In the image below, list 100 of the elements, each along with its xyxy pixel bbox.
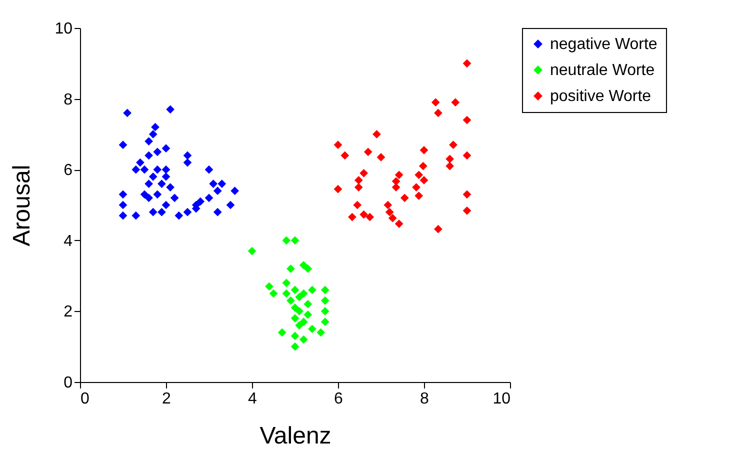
legend-label: negative Worte (550, 36, 658, 53)
point (304, 300, 312, 308)
point (412, 183, 420, 192)
point (158, 208, 166, 216)
point (354, 183, 363, 192)
point (118, 211, 128, 220)
point (420, 176, 428, 184)
point (230, 186, 239, 196)
point (218, 180, 226, 188)
point (286, 296, 295, 305)
point (340, 151, 350, 160)
point (348, 212, 356, 222)
point (353, 200, 362, 210)
point (434, 224, 442, 234)
point (384, 200, 392, 210)
y-axis-title: Arousal (8, 164, 36, 246)
point (366, 212, 374, 222)
point (290, 314, 300, 322)
point (372, 130, 381, 138)
point (265, 282, 274, 291)
point (354, 176, 363, 184)
point (320, 318, 330, 326)
point (204, 194, 214, 202)
point (166, 183, 174, 192)
point (446, 154, 454, 164)
point (295, 321, 304, 330)
point (304, 310, 312, 319)
point (308, 324, 316, 334)
point (153, 165, 162, 174)
point (132, 211, 140, 220)
y-tick-label: 6 (64, 162, 73, 180)
point (392, 183, 400, 192)
point (299, 335, 308, 344)
point (166, 105, 174, 114)
point (118, 190, 128, 199)
point (151, 122, 160, 132)
legend-label: neutrale Worte (550, 62, 655, 79)
point (123, 108, 132, 118)
x-tick-label: 0 (80, 390, 90, 408)
point (162, 165, 170, 174)
point (148, 130, 158, 138)
point (334, 184, 342, 194)
point (418, 162, 428, 170)
point (290, 342, 300, 351)
point (118, 200, 128, 210)
point (364, 148, 372, 156)
point (204, 165, 214, 174)
point (158, 180, 166, 188)
point (174, 211, 184, 220)
point (144, 180, 153, 188)
y-tick-label: 0 (64, 374, 73, 392)
x-axis-title: Valenz (260, 422, 332, 450)
point (400, 194, 409, 202)
point (290, 303, 300, 312)
point (140, 165, 149, 174)
point (282, 236, 291, 245)
point (385, 208, 394, 216)
x-tick-label: 10 (492, 390, 511, 408)
point (136, 158, 144, 167)
point (414, 170, 424, 180)
point (162, 172, 170, 181)
point (392, 177, 400, 186)
point (148, 172, 158, 181)
point (299, 289, 308, 298)
point (434, 108, 442, 118)
point (334, 140, 342, 150)
point (213, 186, 222, 196)
point (320, 296, 330, 305)
point (282, 289, 291, 298)
point (320, 286, 330, 294)
point (213, 208, 222, 216)
point (420, 146, 428, 154)
y-tick-label: 10 (54, 20, 73, 38)
point (299, 318, 308, 326)
x-tick-label: 4 (248, 390, 258, 408)
point (414, 192, 424, 200)
point (462, 116, 472, 124)
point (290, 332, 300, 340)
point (286, 264, 295, 273)
point (209, 180, 218, 188)
y-tick-label: 4 (64, 232, 73, 250)
point (394, 220, 404, 228)
point (295, 292, 304, 302)
point (132, 165, 140, 174)
point (451, 98, 460, 107)
point (183, 208, 192, 216)
point (462, 151, 472, 160)
point (304, 264, 312, 273)
point (446, 162, 454, 170)
legend-label: positive Worte (550, 88, 652, 105)
point (144, 137, 153, 146)
point (394, 170, 404, 180)
point (183, 151, 192, 160)
point (153, 148, 162, 156)
point (226, 200, 235, 210)
point (376, 153, 386, 162)
point (162, 144, 170, 153)
point (308, 286, 316, 294)
point (316, 328, 325, 337)
point (269, 289, 278, 298)
